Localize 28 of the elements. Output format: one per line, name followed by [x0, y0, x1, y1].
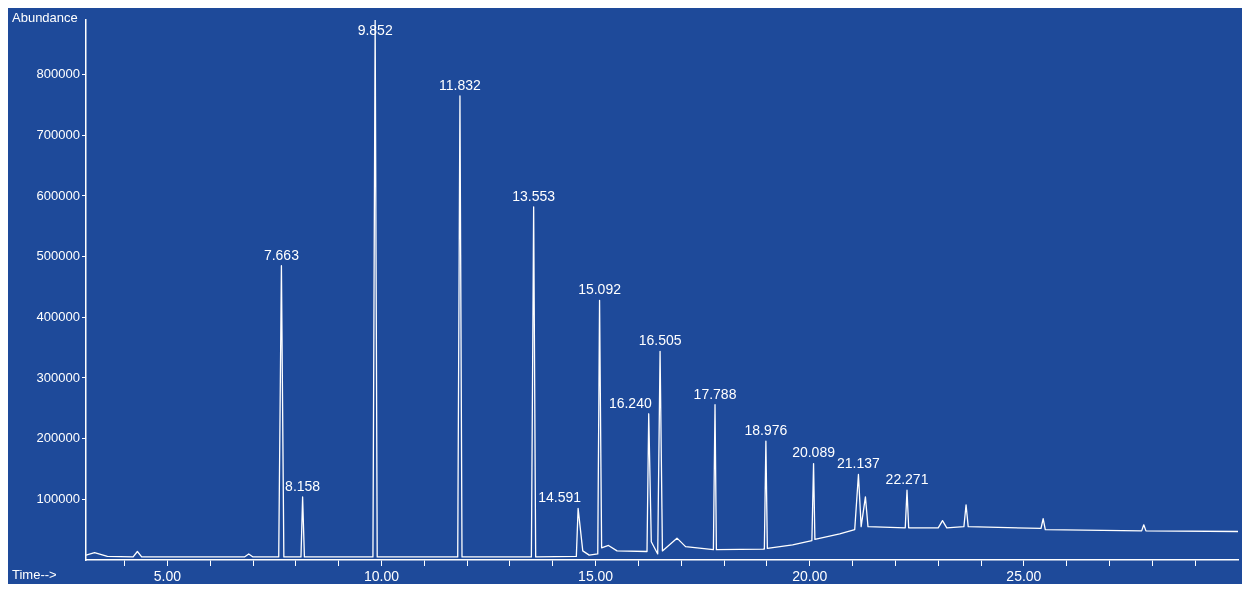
annotation: 16.505: [638, 332, 682, 349]
annotation: 8.158: [285, 477, 321, 494]
annotation: 14.591: [538, 489, 582, 506]
x-tick-label: 5.00: [153, 568, 182, 585]
x-axis-title: Time-->: [12, 567, 57, 583]
annotation: 16.240: [608, 394, 652, 411]
annotation: 7.663: [263, 246, 300, 263]
annotation: 21.137: [837, 455, 881, 472]
annotation: 17.788: [693, 385, 737, 402]
x-tick-label: 25.00: [1006, 568, 1042, 585]
x-tick-label: 15.00: [578, 568, 614, 585]
x-tick-label: 20.00: [792, 568, 828, 585]
x-tick-label: 10.00: [363, 568, 400, 585]
annotation: 18.976: [744, 421, 788, 438]
y-tick-label: 400000: [36, 308, 80, 324]
y-tick-label: 600000: [36, 187, 80, 203]
annotation: 15.092: [578, 281, 622, 298]
annotation: 13.553: [512, 187, 556, 204]
y-tick-label: 300000: [36, 369, 80, 385]
y-tick-label: 200000: [36, 430, 80, 446]
y-tick-label: 800000: [36, 66, 80, 82]
annotation: 20.089: [792, 444, 836, 461]
y-axis-title: Abundance: [12, 10, 78, 26]
annotation: 11.832: [439, 76, 482, 93]
y-tick-label: 500000: [36, 248, 80, 264]
annotation: 22.271: [885, 471, 929, 488]
y-tick-label: 700000: [36, 126, 80, 142]
y-tick-label: 100000: [36, 490, 80, 506]
